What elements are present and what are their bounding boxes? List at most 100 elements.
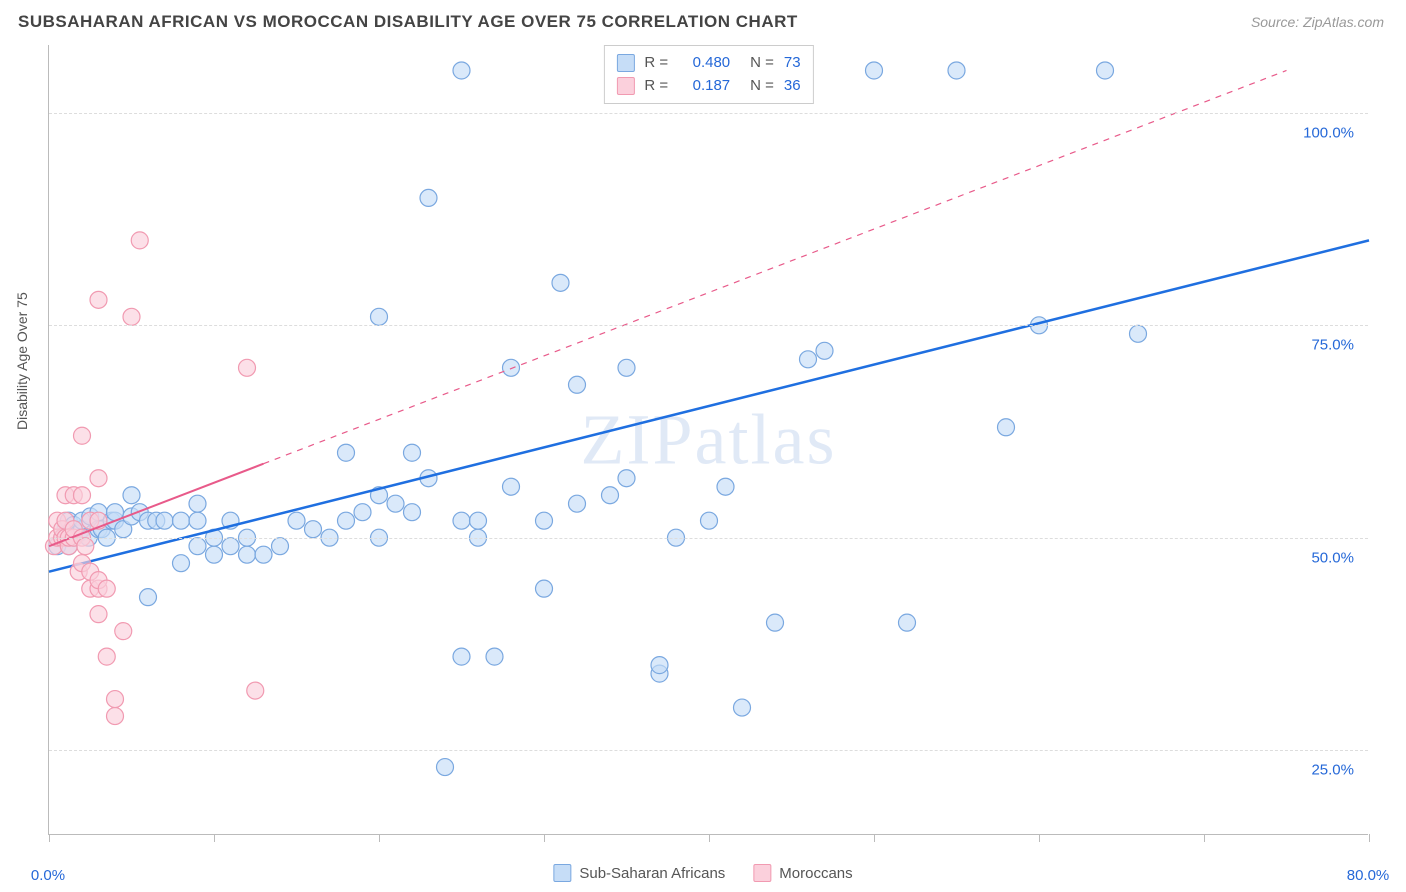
data-point [107, 708, 124, 725]
y-tick-label: 50.0% [1311, 549, 1354, 566]
x-tick [1369, 834, 1370, 842]
legend-row: R = 0.480 N = 73 [616, 52, 800, 75]
x-tick [874, 834, 875, 842]
data-point [90, 470, 107, 487]
data-point [131, 232, 148, 249]
data-point [998, 419, 1015, 436]
data-point [255, 546, 272, 563]
data-point [618, 359, 635, 376]
gridline-h [49, 113, 1368, 114]
data-point [899, 614, 916, 631]
x-tick [214, 834, 215, 842]
data-point [189, 512, 206, 529]
data-point [107, 691, 124, 708]
data-point [123, 308, 140, 325]
data-point [338, 444, 355, 461]
data-point [717, 478, 734, 495]
x-tick [1039, 834, 1040, 842]
data-point [536, 580, 553, 597]
n-value: 36 [784, 75, 801, 98]
data-point [173, 512, 190, 529]
data-point [77, 538, 94, 555]
data-point [371, 308, 388, 325]
x-tick [544, 834, 545, 842]
data-point [734, 699, 751, 716]
data-point [387, 495, 404, 512]
trend-line-dashed [264, 70, 1287, 463]
data-point [189, 538, 206, 555]
x-tick [49, 834, 50, 842]
series-legend: Sub-Saharan Africans Moroccans [553, 864, 852, 882]
data-point [602, 487, 619, 504]
legend-label: Sub-Saharan Africans [579, 865, 725, 882]
legend-swatch [616, 54, 634, 72]
x-tick [379, 834, 380, 842]
data-point [189, 495, 206, 512]
data-point [338, 512, 355, 529]
data-point [206, 546, 223, 563]
x-tick [1204, 834, 1205, 842]
data-point [90, 291, 107, 308]
x-tick-label: 80.0% [1347, 867, 1390, 884]
r-value: 0.480 [678, 52, 730, 75]
n-label: N = [750, 75, 774, 98]
data-point [569, 495, 586, 512]
data-point [305, 521, 322, 538]
data-point [453, 512, 470, 529]
y-axis-label: Disability Age Over 75 [14, 292, 30, 430]
legend-item: Moroccans [753, 864, 852, 882]
r-value: 0.187 [678, 75, 730, 98]
r-label: R = [644, 75, 668, 98]
data-point [866, 62, 883, 79]
plot-svg [49, 45, 1368, 834]
n-label: N = [750, 52, 774, 75]
data-point [536, 512, 553, 529]
correlation-legend: R = 0.480 N = 73 R = 0.187 N = 36 [603, 45, 813, 104]
data-point [420, 189, 437, 206]
data-point [767, 614, 784, 631]
data-point [74, 487, 91, 504]
plot-area: ZIPatlas R =0.480N =73R =0.187N =36 25.0… [48, 45, 1368, 835]
gridline-h [49, 325, 1368, 326]
data-point [651, 657, 668, 674]
source-label: Source: ZipAtlas.com [1251, 14, 1384, 30]
data-point [404, 444, 421, 461]
data-point [486, 648, 503, 665]
legend-item: Sub-Saharan Africans [553, 864, 725, 882]
gridline-h [49, 538, 1368, 539]
data-point [1130, 325, 1147, 342]
data-point [470, 512, 487, 529]
data-point [115, 623, 132, 640]
data-point [98, 580, 115, 597]
data-point [437, 759, 454, 776]
data-point [453, 62, 470, 79]
x-tick [709, 834, 710, 842]
gridline-h [49, 750, 1368, 751]
y-tick-label: 25.0% [1311, 762, 1354, 779]
data-point [239, 546, 256, 563]
data-point [1097, 62, 1114, 79]
chart-container: SUBSAHARAN AFRICAN VS MOROCCAN DISABILIT… [0, 0, 1406, 892]
data-point [948, 62, 965, 79]
data-point [816, 342, 833, 359]
data-point [173, 555, 190, 572]
data-point [618, 470, 635, 487]
n-value: 73 [784, 52, 801, 75]
data-point [156, 512, 173, 529]
data-point [74, 427, 91, 444]
data-point [90, 606, 107, 623]
data-point [503, 478, 520, 495]
data-point [404, 504, 421, 521]
data-point [453, 648, 470, 665]
data-point [503, 359, 520, 376]
data-point [569, 376, 586, 393]
data-point [247, 682, 264, 699]
data-point [239, 359, 256, 376]
data-point [272, 538, 289, 555]
legend-label: Moroccans [779, 865, 852, 882]
x-tick-label: 0.0% [31, 867, 65, 884]
r-label: R = [644, 52, 668, 75]
y-tick-label: 100.0% [1303, 124, 1354, 141]
legend-row: R = 0.187 N = 36 [616, 75, 800, 98]
trend-line [49, 464, 264, 546]
